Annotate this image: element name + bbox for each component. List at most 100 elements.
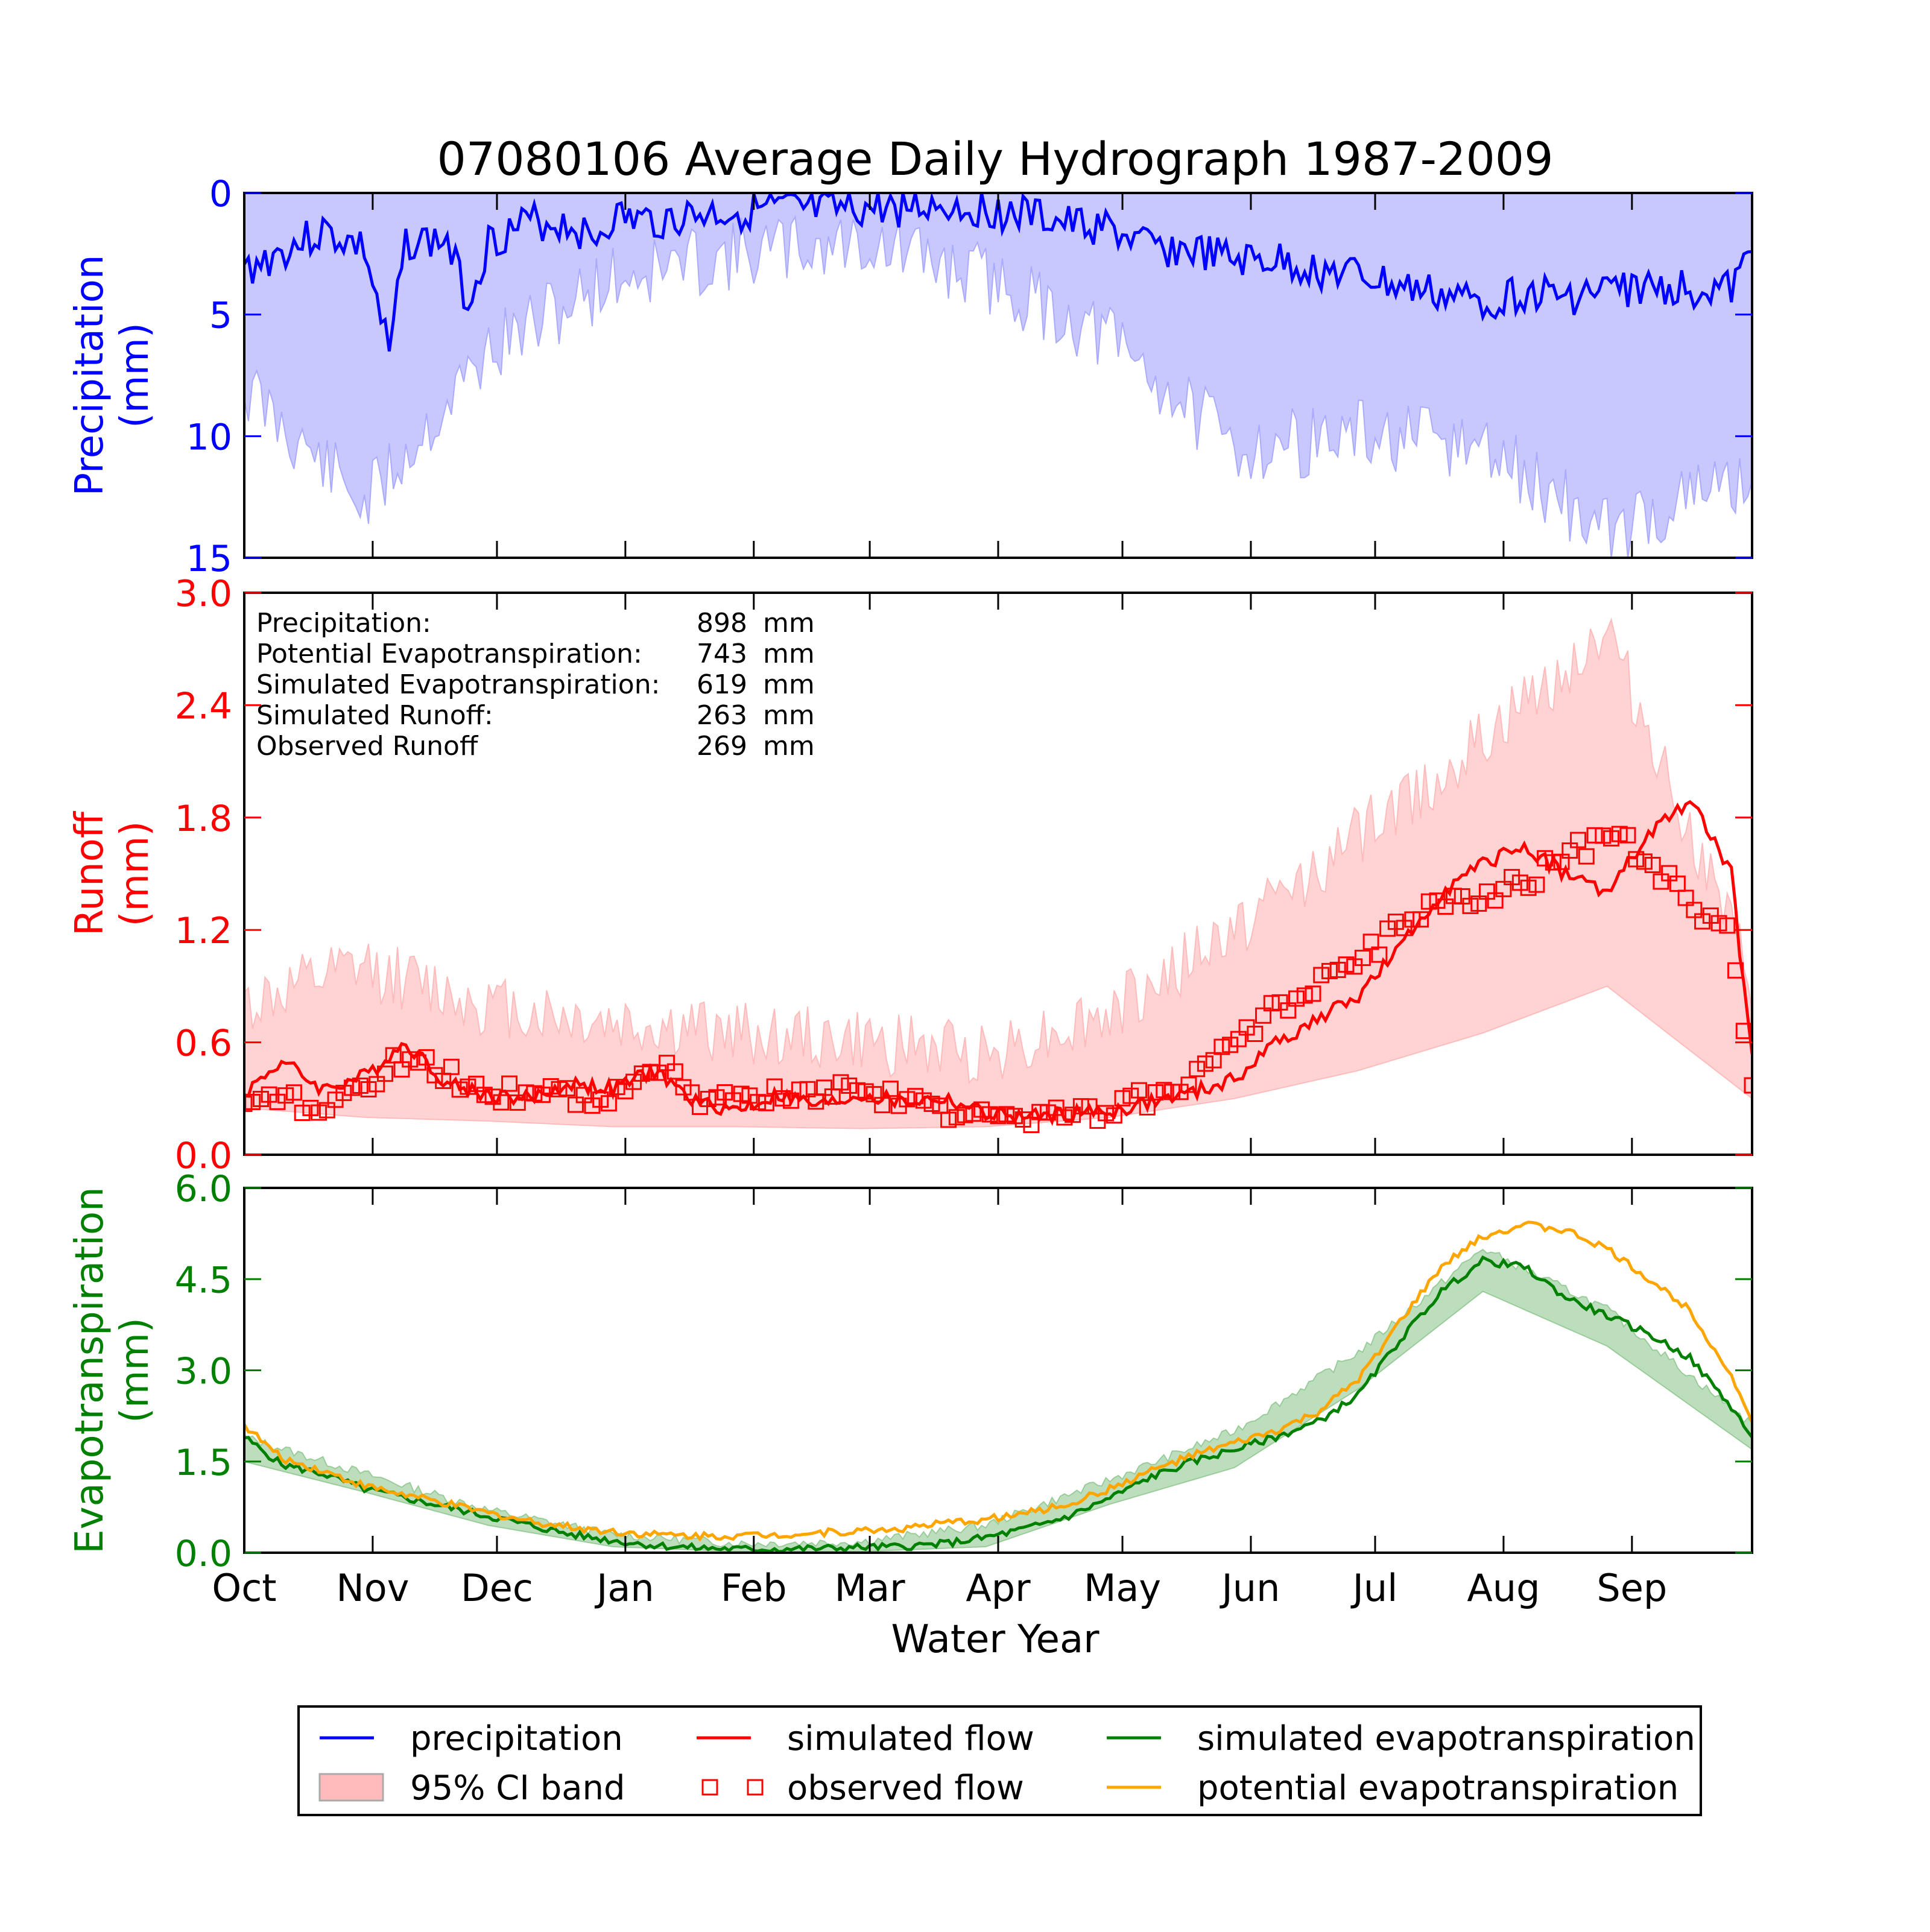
- observed-flow-marker: [1329, 961, 1346, 978]
- observed-flow-marker: [1727, 962, 1744, 979]
- stats-label: Observed Runoff: [256, 731, 479, 762]
- observed-flow-marker: [1636, 853, 1653, 870]
- observed-flow-marker: [1023, 1117, 1040, 1134]
- observed-flow-marker: [352, 1078, 369, 1094]
- observed-flow-marker: [1039, 1104, 1056, 1121]
- legend-label: 95% CI band: [410, 1769, 625, 1808]
- legend-label: simulated evapotranspiration: [1197, 1719, 1695, 1758]
- observed-flow-marker: [1504, 869, 1520, 886]
- observed-flow-marker: [1031, 1103, 1048, 1120]
- observed-flow-marker: [542, 1078, 559, 1095]
- observed-flow-marker: [1006, 1108, 1023, 1125]
- observed-flow-marker: [1056, 1109, 1073, 1126]
- evapotranspiration-frame: [243, 1187, 1753, 1554]
- evapotranspiration-plot-area: [244, 1220, 1752, 1553]
- stats-unit: mm: [763, 731, 815, 762]
- observed-flow-marker: [808, 1093, 824, 1110]
- observed-flow-marker: [1156, 1082, 1172, 1099]
- observed-flow-marker: [377, 1065, 394, 1082]
- legend-swatch-band: [318, 1773, 384, 1802]
- observed-flow-marker: [1603, 830, 1619, 847]
- observed-flow-marker: [1653, 873, 1669, 890]
- observed-flow-marker: [923, 1096, 940, 1113]
- observed-flow-marker: [1478, 883, 1495, 900]
- observed-flow-marker: [1296, 987, 1313, 1004]
- observed-flow-marker: [600, 1095, 617, 1112]
- month-tick-label: May: [1084, 1566, 1161, 1610]
- observed-flow-marker: [932, 1097, 949, 1114]
- legend-swatch-marker: [701, 1779, 718, 1796]
- stats-unit: mm: [763, 700, 815, 731]
- evapotranspiration-panel: 0.0 1.5 3.0 4.5 6.0 Evapotranspiration (mm): [68, 1168, 1753, 1575]
- observed-flow-marker: [625, 1073, 642, 1090]
- observed-flow-marker: [1561, 842, 1578, 859]
- observed-flow-marker: [650, 1064, 667, 1081]
- month-tick-label: Aug: [1467, 1566, 1540, 1610]
- runoff-ytick-label: 1.8: [175, 798, 232, 840]
- observed-flow-marker: [534, 1087, 551, 1103]
- observed-flow-marker: [1180, 1076, 1197, 1093]
- observed-flow-marker: [998, 1106, 1015, 1123]
- precipitation-ylabel: (mm): [113, 323, 157, 428]
- stats-unit: mm: [763, 639, 815, 669]
- x-axis-label: Water Year: [891, 1617, 1099, 1662]
- observed-flow-marker: [874, 1097, 891, 1114]
- observed-flow-marker: [957, 1106, 973, 1123]
- observed-flow-marker: [1338, 956, 1355, 973]
- observed-flow-marker: [1686, 901, 1703, 918]
- observed-flow-marker: [1313, 967, 1330, 983]
- evapotranspiration-ytick-label: 1.5: [175, 1442, 232, 1484]
- observed-flow-marker: [1570, 832, 1587, 848]
- observed-flow-marker: [1222, 1037, 1239, 1053]
- observed-flow-marker: [501, 1075, 518, 1092]
- runoff-panel: 0.0 0.6 1.2 1.8 2.4 3.0 Runoff (mm) Precipitatio…: [68, 573, 1753, 1177]
- observed-flow-marker: [1710, 915, 1727, 932]
- observed-flow-marker: [311, 1104, 327, 1121]
- observed-flow-marker: [1694, 913, 1711, 930]
- month-tick-label: Mar: [835, 1566, 905, 1610]
- observed-flow-marker: [1189, 1061, 1206, 1078]
- runoff-ytick-label: 2.4: [175, 685, 232, 727]
- observed-flow-marker: [1669, 876, 1686, 892]
- observed-flow-marker: [1387, 914, 1404, 930]
- precipitation-ytick-label: 15: [186, 538, 232, 580]
- observed-flow-marker: [609, 1079, 625, 1096]
- observed-flow-marker: [857, 1083, 874, 1100]
- observed-flow-marker: [244, 1096, 253, 1113]
- observed-flow-marker: [1354, 950, 1371, 967]
- observed-flow-marker: [617, 1083, 634, 1100]
- observed-flow-marker: [1280, 1002, 1297, 1019]
- observed-flow-marker: [567, 1096, 584, 1113]
- observed-flow-marker: [451, 1081, 468, 1098]
- observed-flow-marker: [294, 1105, 311, 1122]
- observed-flow-marker: [559, 1080, 576, 1097]
- evapotranspiration-ylabel: Evapotranspiration: [68, 1187, 112, 1553]
- precipitation-ytick-label: 0: [209, 173, 232, 215]
- stats-value: 898: [697, 608, 747, 639]
- precipitation-ytick-label: 10: [186, 416, 232, 458]
- observed-flow-marker: [1139, 1099, 1156, 1116]
- month-tick-label: Jan: [594, 1566, 654, 1610]
- observed-flow-marker: [1586, 827, 1603, 844]
- observed-flow-marker: [700, 1091, 717, 1108]
- legend-label: potential evapotranspiration: [1197, 1769, 1678, 1808]
- observed-flow-marker: [1114, 1090, 1131, 1106]
- observed-flow-marker: [344, 1079, 361, 1096]
- observed-flow-marker: [1247, 1026, 1264, 1043]
- observed-flow-marker: [1230, 1031, 1247, 1047]
- runoff-ci-band: [244, 617, 1752, 1129]
- observed-flow-marker: [1619, 827, 1636, 844]
- stats-value: 269: [697, 731, 747, 762]
- observed-flow-marker: [990, 1108, 1007, 1125]
- observed-flow-marker: [1595, 827, 1612, 844]
- observed-flow-marker: [1362, 933, 1379, 950]
- observed-flow-marker: [882, 1081, 899, 1097]
- observed-flow-marker: [981, 1106, 998, 1123]
- runoff-ytick-label: 0.6: [175, 1023, 232, 1065]
- observed-flow-marker: [1081, 1098, 1098, 1115]
- observed-flow-marker: [659, 1055, 676, 1072]
- observed-flow-marker: [285, 1084, 302, 1101]
- observed-flow-marker: [1495, 880, 1512, 897]
- observed-flow-marker: [1470, 895, 1487, 912]
